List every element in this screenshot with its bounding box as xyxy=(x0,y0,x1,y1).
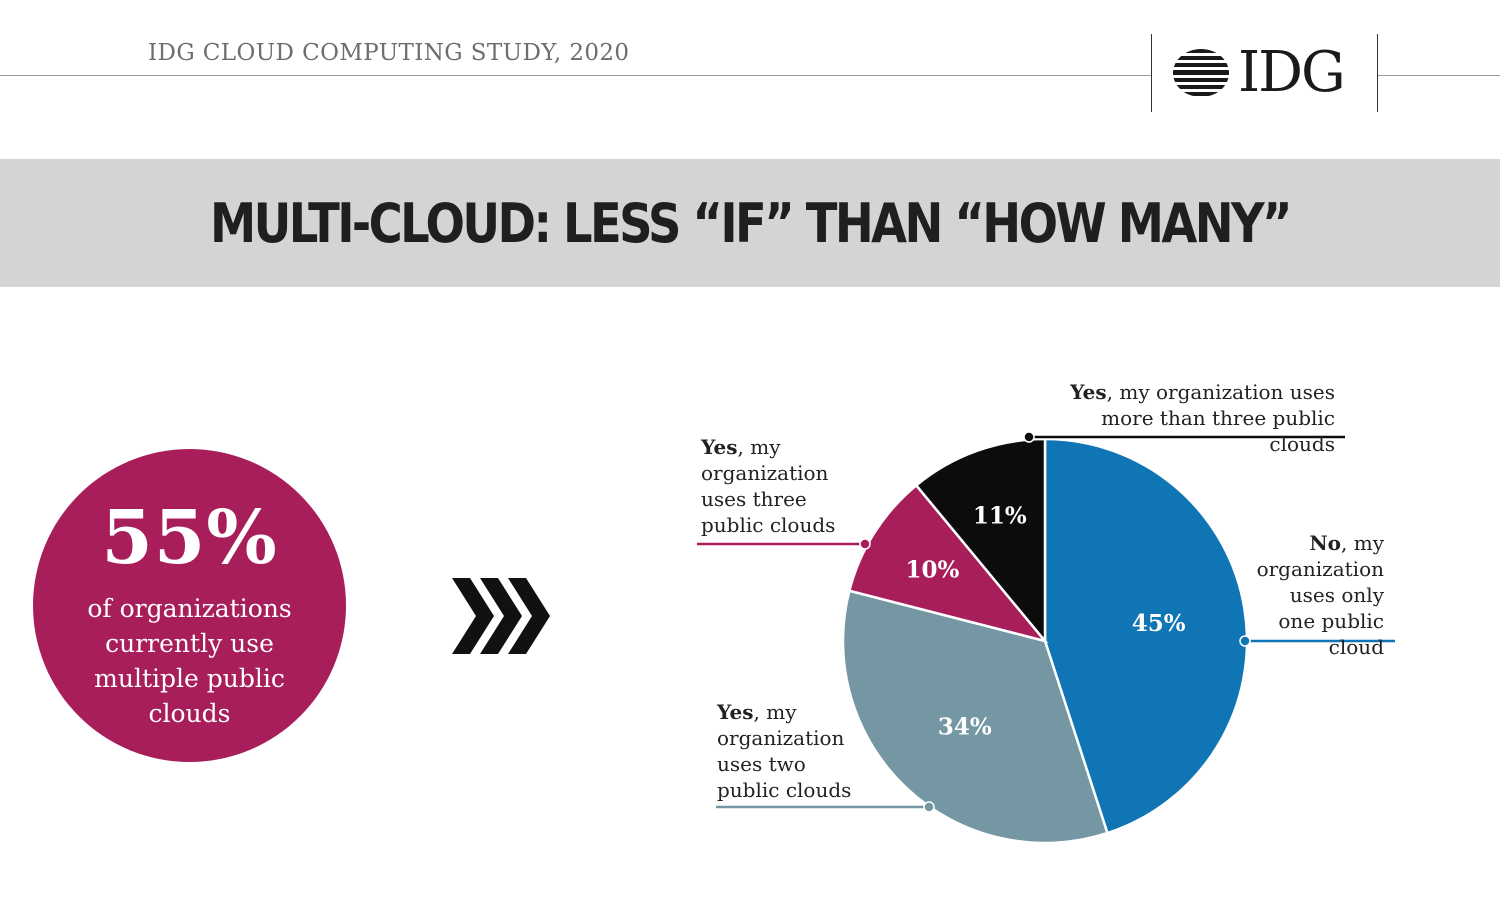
slice-value-label: 34% xyxy=(938,713,992,740)
chart-title: MULTI-CLOUD: LESS “IF” THAN “HOW MANY” xyxy=(210,191,1293,255)
slice-label-two-clouds: Yes, my organization uses two public clo… xyxy=(717,700,852,802)
slice-value-label: 45% xyxy=(1132,610,1186,637)
pie-slice-three-clouds xyxy=(847,483,1049,644)
logo-wordmark: IDG xyxy=(1238,40,1346,105)
stat-value: 55% xyxy=(101,495,278,581)
slice-value-label: 10% xyxy=(905,557,959,584)
header-rule-left xyxy=(0,75,1151,76)
leader-dot xyxy=(923,801,935,813)
title-band: MULTI-CLOUD: LESS “IF” THAN “HOW MANY” xyxy=(0,159,1500,287)
triple-chevron-right-icon xyxy=(452,578,550,654)
slice-value-label: 11% xyxy=(973,503,1027,530)
stat-caption: of organizations currently use multiple … xyxy=(87,594,292,728)
header-rule-right xyxy=(1378,75,1500,76)
study-title: IDG CLOUD COMPUTING STUDY, 2020 xyxy=(148,40,630,66)
leader-dot xyxy=(1239,635,1251,647)
leader-dot xyxy=(859,538,871,550)
pie-slice-more-than-three xyxy=(914,437,1047,645)
idg-logo: IDG xyxy=(1151,34,1378,112)
pie-slice-one-cloud xyxy=(1043,437,1249,835)
leader-dot xyxy=(1023,431,1035,443)
slice-label-three-clouds: Yes, my organization uses three public c… xyxy=(701,435,836,537)
slice-label-more-than-three: Yes, my organization uses more than thre… xyxy=(1070,380,1335,456)
slice-label-one-cloud: No, my organization uses only one public… xyxy=(1256,531,1384,659)
pie-slice-two-clouds xyxy=(841,589,1109,845)
stat-circle: 55% of organizations currently use multi… xyxy=(33,449,346,762)
striped-globe-icon xyxy=(1173,49,1229,96)
